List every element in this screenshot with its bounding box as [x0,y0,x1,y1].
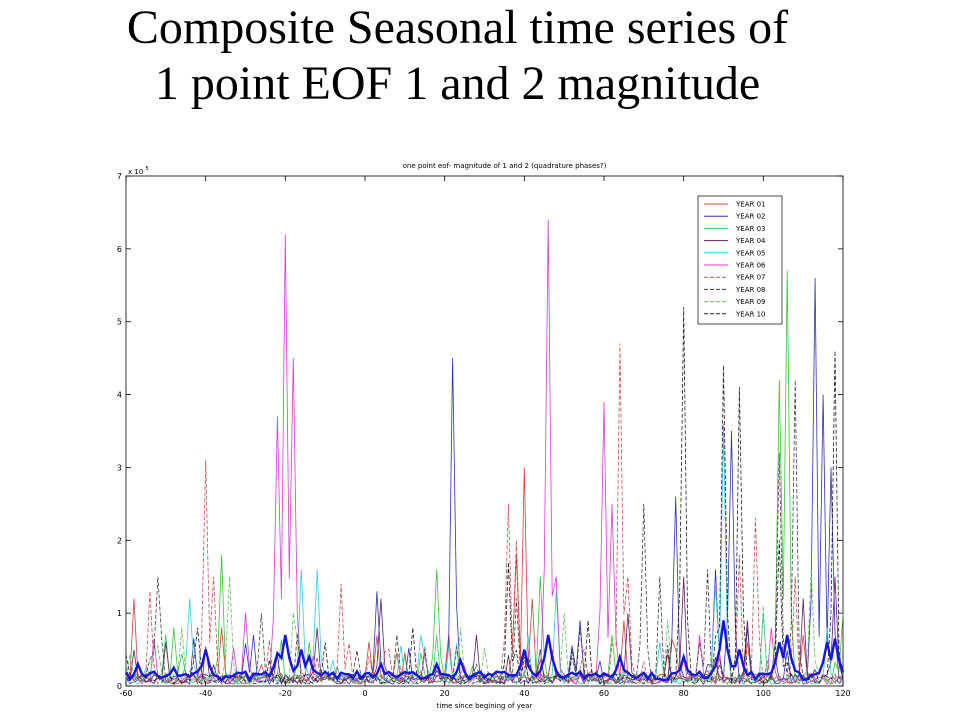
x-tick-label: 100 [756,689,771,698]
x-tick-label: 80 [679,689,689,698]
series-line-9 [125,569,844,685]
legend-label: YEAR 08 [735,286,765,294]
y-tick-label: 6 [117,245,122,254]
composite-line-layer [124,620,845,683]
slide-title-line-2: 1 point EOF 1 and 2 magnitude [154,57,761,110]
legend-label: YEAR 10 [735,310,765,318]
x-tick-label: 40 [519,689,529,698]
legend-label: YEAR 02 [735,213,765,221]
legend-label: YEAR 01 [735,201,765,209]
legend: YEAR 01 YEAR 02 YEAR 03 YEAR 04 YEAR 05 YEAR … [697,195,783,325]
x-axis-label: time since begining of year [437,702,533,710]
x-tick-label: -20 [279,689,292,698]
series-line-2 [125,277,844,686]
series-line-10 [125,307,844,686]
x-tick-label: 20 [440,689,450,698]
y-axis: 0 1 2 3 4 5 6 7 [117,172,843,691]
legend-label: YEAR 05 [735,249,765,257]
legend-label: YEAR 04 [735,237,766,245]
y-tick-label: 1 [117,609,122,618]
y-tick-label: 3 [117,463,122,472]
slide-title-line-1: Composite Seasonal time series of [126,1,789,54]
legend-label: YEAR 03 [735,225,765,233]
x-axis: -60 -40 -20 0 20 40 60 80 100 120 [119,176,851,698]
x-tick-label: 120 [835,689,850,698]
x-tick-label: -60 [119,689,132,698]
y-tick-label: 2 [117,536,122,545]
legend-box [697,195,783,325]
x-tick-label: -40 [199,689,212,698]
x-tick-label: 60 [599,689,609,698]
composite-line [124,620,845,683]
y-tick-label: 0 [117,682,122,691]
legend-label: YEAR 09 [735,298,765,306]
legend-label: YEAR 06 [735,262,766,270]
y-multiplier: x 10 5 [128,166,149,176]
x-tick-label: 0 [362,689,367,698]
y-multiplier-exponent: 5 [146,166,149,172]
y-multiplier-label: x 10 [128,168,143,176]
chart-title: one point eof- magnitude of 1 and 2 (qua… [403,162,607,170]
y-tick-label: 4 [117,391,122,400]
slide-title: Composite Seasonal time series of 1 poin… [0,0,915,112]
series-line-6 [125,219,844,685]
series-line-4 [125,576,844,686]
legend-label: YEAR 07 [735,274,765,282]
plot-frame [125,175,844,687]
y-tick-label: 5 [117,318,122,327]
y-tick-label: 7 [117,172,122,181]
